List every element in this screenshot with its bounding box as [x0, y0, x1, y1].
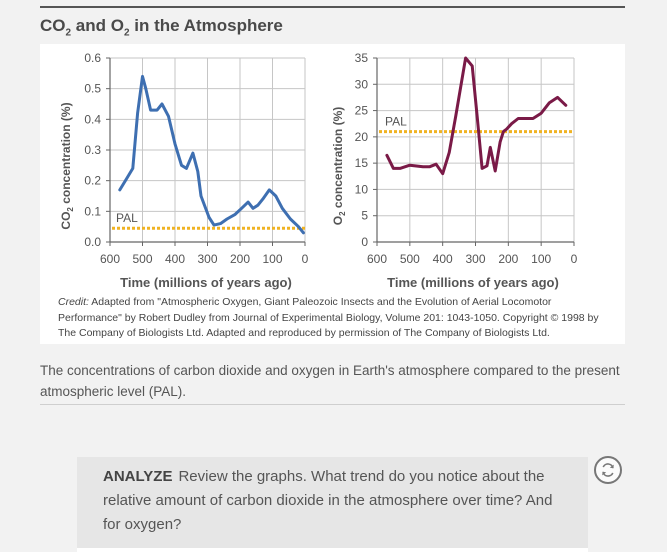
analyze-prompt: ANALYZE Review the graphs. What trend do …	[103, 465, 573, 537]
co2-x-tick-label: 100	[262, 252, 282, 266]
o2-x-axis-label: Time (millions of years ago)	[387, 275, 559, 290]
co2-y-tick-label: 0.5	[84, 82, 101, 96]
o2-y-tick-label: 35	[355, 51, 369, 65]
o2-x-tick-label: 100	[531, 252, 551, 266]
o2-pal-label: PAL	[385, 115, 407, 129]
o2-y-tick-label: 10	[355, 182, 369, 196]
caption-divider	[40, 404, 625, 405]
analyze-box: ANALYZE Review the graphs. What trend do …	[77, 457, 588, 552]
o2-ylabel-suffix: concentration (%)	[331, 107, 345, 212]
co2-y-axis-label: CO2 concentration (%)	[59, 102, 75, 229]
title-sub-2-a: 2	[65, 27, 72, 39]
o2-y-tick-label: 25	[355, 104, 369, 118]
co2-y-tick-label: 0.0	[84, 235, 101, 249]
figure-caption: The concentrations of carbon dioxide and…	[40, 363, 620, 399]
co2-x-tick-label: 500	[132, 252, 152, 266]
co2-y-tick-label: 0.4	[84, 112, 101, 126]
co2-ylabel-prefix: CO	[59, 212, 73, 230]
o2-ylabel-sub: 2	[338, 211, 347, 216]
o2-x-tick-label: 600	[367, 252, 387, 266]
co2-x-axis-label: Time (millions of years ago)	[120, 275, 292, 290]
title-rest: in the Atmosphere	[129, 16, 283, 35]
co2-y-tick-label: 0.2	[84, 174, 101, 188]
co2-y-tick-label: 0.3	[84, 143, 101, 157]
o2-x-tick-label: 0	[571, 252, 578, 266]
analyze-label: ANALYZE	[103, 468, 173, 485]
top-rule	[40, 6, 625, 8]
analyze-question: Review the graphs. What trend do you not…	[103, 468, 553, 533]
co2-series-line	[118, 74, 305, 235]
co2-pal-label: PAL	[116, 211, 138, 225]
refresh-button[interactable]	[594, 456, 622, 484]
figure-title: CO2 and O2 in the Atmosphere	[40, 16, 283, 38]
o2-y-tick-label: 30	[355, 77, 369, 91]
o2-x-tick-label: 400	[433, 252, 453, 266]
co2-x-tick-label: 300	[197, 252, 217, 266]
o2-y-tick-label: 5	[361, 209, 368, 223]
o2-series-line	[385, 56, 568, 176]
analyze-bottom-bar	[77, 548, 588, 552]
co2-x-tick-label: 200	[230, 252, 250, 266]
credit-text: Credit: Adapted from "Atmospheric Oxygen…	[58, 295, 618, 342]
co2-y-tick-label: 0.6	[84, 51, 101, 65]
co2-x-tick-label: 400	[165, 252, 185, 266]
o2-x-tick-label: 300	[465, 252, 485, 266]
o2-y-tick-label: 15	[355, 156, 369, 170]
o2-x-tick-label: 500	[400, 252, 420, 266]
o2-ylabel-prefix: O	[331, 216, 345, 225]
o2-x-tick-label: 200	[498, 252, 518, 266]
co2-y-tick-label: 0.1	[84, 204, 101, 218]
o2-y-tick-label: 0	[361, 235, 368, 249]
o2-y-tick-label: 20	[355, 130, 369, 144]
o2-y-axis-label: O2 concentration (%)	[331, 107, 347, 225]
co2-ylabel-suffix: concentration (%)	[59, 102, 73, 207]
co2-x-tick-label: 0	[302, 252, 309, 266]
credit-body: Adapted from "Atmospheric Oxygen, Giant …	[58, 296, 599, 339]
title-sub-2-b: 2	[123, 27, 130, 39]
co2-x-tick-label: 600	[100, 252, 120, 266]
figure-panel: CO2 concentration (%) Time (millions of …	[40, 44, 625, 344]
title-and-o: and O	[71, 16, 124, 35]
title-co: CO	[40, 16, 66, 35]
co2-ylabel-sub: 2	[66, 207, 75, 212]
credit-label: Credit:	[58, 296, 89, 308]
charts-svg: CO2 concentration (%) Time (millions of …	[59, 51, 578, 290]
refresh-icon	[602, 463, 614, 477]
